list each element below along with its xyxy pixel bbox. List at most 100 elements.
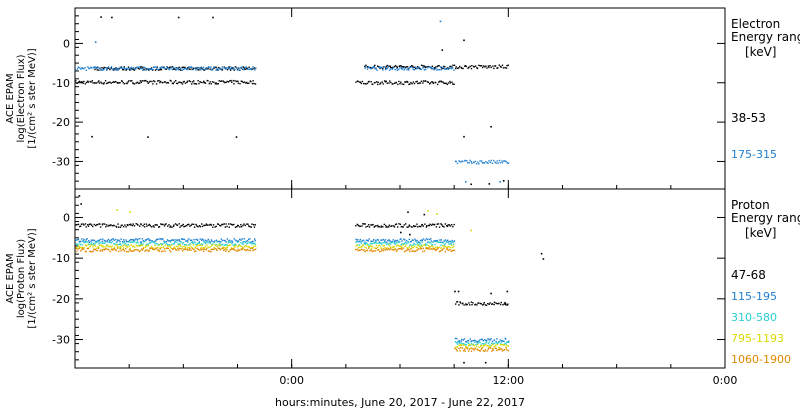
data-point (125, 67, 128, 70)
data-point (370, 224, 372, 226)
data-point (465, 303, 467, 305)
data-point (447, 241, 450, 243)
data-point (232, 224, 234, 226)
data-point (141, 66, 143, 68)
data-point (474, 160, 477, 163)
data-point (208, 224, 211, 226)
data-point (506, 341, 508, 343)
data-point (452, 226, 454, 228)
data-point (186, 240, 188, 242)
data-point (499, 181, 501, 183)
data-point (377, 226, 379, 228)
data-point (386, 67, 389, 69)
data-point (440, 241, 443, 244)
data-point (176, 224, 179, 226)
data-point (445, 240, 448, 242)
data-point (366, 242, 368, 244)
data-point (408, 241, 410, 244)
data-point (220, 247, 223, 250)
data-point (86, 238, 88, 240)
data-point (479, 350, 481, 352)
data-point (169, 226, 171, 228)
data-point (458, 339, 460, 342)
data-point (226, 68, 229, 71)
data-point (140, 67, 143, 70)
data-point (160, 250, 163, 253)
data-point (171, 244, 173, 246)
data-point (94, 243, 96, 245)
data-point (253, 245, 255, 247)
data-point (499, 348, 501, 351)
data-point (504, 302, 507, 305)
data-point (242, 241, 244, 243)
data-point (115, 244, 117, 246)
data-point (242, 224, 244, 227)
data-point (98, 239, 101, 241)
data-point (453, 64, 456, 66)
data-point (389, 68, 392, 70)
data-point (506, 65, 508, 67)
data-point (118, 82, 120, 84)
data-point (189, 243, 191, 245)
data-point (397, 226, 399, 228)
data-point (148, 68, 150, 70)
data-point (438, 246, 441, 248)
data-point (169, 240, 171, 242)
data-point (406, 69, 408, 71)
data-point (94, 66, 97, 68)
data-point (486, 162, 488, 164)
data-point (540, 252, 543, 255)
data-point (400, 65, 402, 67)
data-point (138, 68, 141, 70)
data-point (476, 345, 478, 348)
data-point (120, 247, 122, 249)
data-point (246, 223, 248, 225)
data-point (196, 67, 198, 69)
data-point (378, 226, 381, 228)
data-point (120, 66, 123, 68)
data-point (108, 249, 110, 251)
data-point (500, 66, 502, 68)
data-point (403, 250, 406, 253)
data-point (81, 248, 83, 251)
data-point (157, 68, 160, 71)
data-point (451, 239, 453, 242)
data-point (197, 226, 199, 228)
data-point (502, 67, 505, 69)
data-point (150, 245, 153, 248)
data-point (441, 49, 444, 51)
data-point (133, 241, 136, 243)
data-point (208, 246, 210, 249)
data-point (250, 243, 253, 245)
data-point (406, 66, 409, 68)
data-point (109, 241, 111, 243)
data-point (235, 250, 238, 252)
data-point (246, 67, 248, 69)
data-point (89, 250, 91, 253)
data-point (120, 224, 122, 227)
data-point (391, 242, 393, 244)
data-point (442, 242, 444, 244)
data-point (81, 67, 84, 70)
data-point (210, 83, 212, 85)
data-point (212, 224, 215, 226)
data-point (110, 239, 112, 241)
data-point (167, 247, 170, 250)
data-point (456, 341, 459, 343)
data-point (106, 244, 108, 246)
data-point (123, 67, 126, 70)
data-point (110, 67, 112, 69)
data-point (148, 223, 151, 226)
data-point (427, 244, 430, 247)
data-point (241, 248, 243, 251)
data-point (457, 290, 460, 293)
data-point (111, 245, 113, 247)
data-point (125, 82, 127, 84)
data-point (123, 83, 126, 85)
data-point (427, 241, 429, 243)
data-point (155, 66, 158, 68)
data-point (188, 80, 190, 82)
data-point (91, 242, 93, 244)
data-point (159, 81, 161, 84)
data-point (369, 244, 371, 246)
